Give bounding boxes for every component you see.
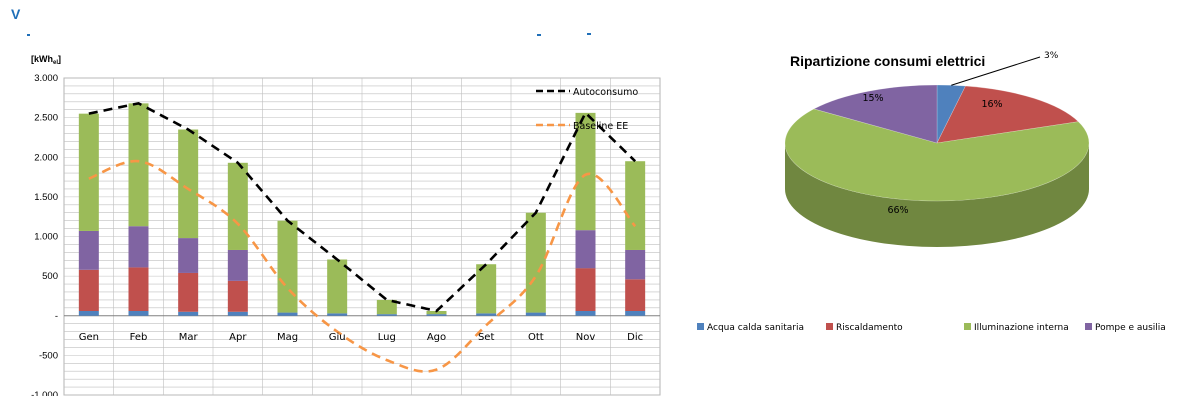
x-tick-label: Apr <box>229 332 247 343</box>
legend-label: Pompe e ausilia <box>1095 323 1166 333</box>
bar-segment <box>625 161 646 250</box>
bar-segment <box>575 268 596 311</box>
header-mark <box>587 33 591 35</box>
bar-segment <box>78 310 99 316</box>
monthly-energy-chart: [kWhel] -1.000-500-5001.0001.5002.0002.5… <box>31 54 661 396</box>
bar-segment <box>227 280 248 312</box>
y-tick-label: 1.500 <box>34 192 58 203</box>
bar-segment <box>178 129 199 239</box>
bar-segment <box>277 312 298 316</box>
bar-segment <box>625 310 646 316</box>
x-tick-label: Dic <box>627 332 643 343</box>
x-tick-label: Feb <box>130 332 148 343</box>
legend-label: Acqua calda sanitaria <box>707 323 804 333</box>
consumption-pie-chart: Ripartizione consumi elettrici 3% 16% 66% 1… <box>697 51 1166 333</box>
pie-title: Ripartizione consumi elettrici <box>790 53 985 69</box>
pie-data-label: 3% <box>1044 51 1059 61</box>
bars <box>78 103 646 316</box>
chart-legend: Autoconsumo Baseline EE <box>536 87 638 132</box>
bar-segment <box>128 103 149 227</box>
bar-segment <box>625 249 646 280</box>
bar-segment <box>525 212 546 313</box>
bar-segment <box>178 272 199 312</box>
legend-swatch <box>1085 323 1092 330</box>
bar-segment <box>78 113 99 231</box>
pie-legend: Acqua calda sanitaria Riscaldamento Illumi… <box>697 323 1166 333</box>
bar-segment <box>327 313 348 316</box>
bar-segment <box>575 310 596 316</box>
pie-data-label: 15% <box>862 93 883 104</box>
bar-segment <box>178 311 199 316</box>
pie-slice <box>936 85 1079 144</box>
pie-slices <box>784 84 1090 247</box>
x-tick-label: Lug <box>378 332 396 343</box>
bar-segment <box>227 249 248 281</box>
legend-swatch <box>826 323 833 330</box>
bar-segment <box>277 220 298 313</box>
x-tick-label: Set <box>478 332 495 343</box>
legend-swatch <box>964 323 971 330</box>
lines <box>88 101 637 373</box>
y-tick-label: 500 <box>42 271 58 282</box>
pie-slice-side <box>785 143 1089 247</box>
bar-segment <box>78 269 99 311</box>
grid <box>64 77 660 396</box>
x-tick-label: Ago <box>427 332 446 343</box>
pie-data-label: 16% <box>981 99 1002 110</box>
header-letter: V <box>11 6 21 22</box>
bar-segment <box>227 162 248 250</box>
y-tick-label: 2.500 <box>34 113 58 124</box>
x-tick-label: Mag <box>277 332 298 343</box>
legend-label: Illuminazione interna <box>974 323 1069 333</box>
x-tick-label: Gen <box>79 332 99 343</box>
bar-segment <box>128 226 149 268</box>
bar-segment <box>625 279 646 311</box>
bar-segment <box>476 313 497 316</box>
axis-labels: -1.000-500-5001.0001.5002.0002.5003.000G… <box>31 73 643 396</box>
pie-leader-line <box>951 56 1041 86</box>
legend-label-baseline: Baseline EE <box>573 121 628 132</box>
x-tick-label: Mar <box>179 332 199 343</box>
y-tick-label: -1.000 <box>31 390 58 396</box>
bar-segment <box>575 112 596 231</box>
bar-segment <box>128 267 149 311</box>
pie-slice <box>813 84 938 144</box>
bar-segment <box>426 314 447 316</box>
x-tick-label: Nov <box>576 332 596 343</box>
line-baseline-ee <box>88 159 637 373</box>
bar-segment <box>525 312 546 316</box>
bar-segment <box>376 314 397 316</box>
bar-segment <box>227 311 248 316</box>
pie-slice <box>784 108 1090 202</box>
y-tick-label: 1.000 <box>34 232 58 243</box>
y-tick-label: -500 <box>39 350 58 361</box>
bar-segment <box>426 310 447 315</box>
legend-label: Riscaldamento <box>836 323 903 333</box>
bar-segment <box>376 299 397 315</box>
y-tick-label: - <box>55 311 58 322</box>
legend-label-autoconsumo: Autoconsumo <box>573 87 638 98</box>
line-autoconsumo <box>88 101 637 313</box>
bar-segment <box>78 230 99 270</box>
bar-segment <box>128 310 149 316</box>
x-tick-label: Ott <box>528 332 544 343</box>
header-mark <box>537 34 541 36</box>
bar-segment <box>178 238 199 273</box>
y-tick-label: 3.000 <box>34 73 58 84</box>
legend-swatch <box>697 323 704 330</box>
bar-segment <box>575 230 596 269</box>
bar-segment <box>327 259 348 314</box>
y-axis-unit: [kWhel] <box>31 54 61 66</box>
header-mark <box>27 34 30 36</box>
x-tick-label: Giu <box>329 332 346 343</box>
bar-segment <box>476 264 497 314</box>
y-tick-label: 2.000 <box>34 152 58 163</box>
pie-data-labels: 3% 16% 66% 15% <box>862 51 1058 216</box>
pie-data-label: 66% <box>887 205 908 216</box>
